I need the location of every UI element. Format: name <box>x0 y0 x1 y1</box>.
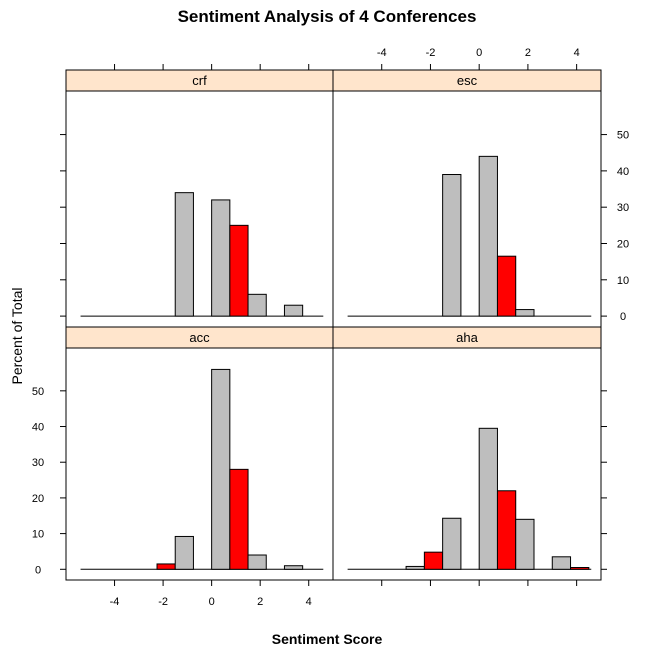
x-tick-label-acc-3: 2 <box>257 596 263 608</box>
y-axis-title: Percent of Total <box>9 287 25 384</box>
bar-esc-3 <box>515 309 535 317</box>
x-tick-label-esc-4: 4 <box>574 47 580 59</box>
y-tick-label-esc-1: 10 <box>617 275 629 287</box>
chart-title: Sentiment Analysis of 4 Conferences <box>178 7 477 26</box>
y-tick-label-acc-0: 0 <box>35 564 41 576</box>
panel-border-esc <box>332 90 602 328</box>
x-tick-label-esc-1: -2 <box>426 47 436 59</box>
bar-acc-2 <box>211 368 231 570</box>
y-tick-label-esc-2: 20 <box>617 238 629 250</box>
bar-esc-2 <box>496 255 517 317</box>
bar-esc-0 <box>442 174 462 317</box>
x-tick-label-acc-4: 4 <box>306 596 312 608</box>
panel-crf: crf <box>60 64 334 328</box>
panel-border-crf <box>65 90 334 328</box>
strip-label-acc: acc <box>189 330 210 345</box>
bar-acc-3 <box>229 468 249 570</box>
bar-aha-3 <box>478 427 498 570</box>
bar-aha-6 <box>551 556 572 570</box>
bar-crf-3 <box>247 293 267 317</box>
bar-acc-0 <box>156 563 176 570</box>
y-tick-label-acc-2: 20 <box>32 493 44 505</box>
strip-label-crf: crf <box>192 73 207 88</box>
panel-border-aha <box>332 347 602 581</box>
x-tick-label-acc-2: 0 <box>209 596 215 608</box>
y-tick-label-esc-4: 40 <box>617 166 629 178</box>
panel-border-acc <box>65 347 334 581</box>
bar-aha-0 <box>405 565 425 570</box>
y-tick-label-acc-3: 30 <box>32 457 44 469</box>
bar-aha-1 <box>423 551 444 570</box>
x-tick-label-acc-0: -4 <box>110 596 120 608</box>
strip-label-esc: esc <box>457 73 478 88</box>
strip-label-aha: aha <box>456 330 478 345</box>
y-tick-label-acc-4: 40 <box>32 422 44 434</box>
x-tick-label-esc-3: 2 <box>525 47 531 59</box>
y-tick-label-esc-3: 30 <box>617 202 629 214</box>
y-tick-label-esc-0: 0 <box>620 311 626 323</box>
bar-aha-4 <box>496 490 517 570</box>
x-tick-label-esc-0: -4 <box>377 47 387 59</box>
bar-aha-7 <box>570 567 590 570</box>
bar-aha-5 <box>515 518 535 570</box>
x-axis-title: Sentiment Score <box>272 631 383 647</box>
y-tick-label-acc-5: 50 <box>32 386 44 398</box>
y-tick-label-esc-5: 50 <box>617 130 629 142</box>
bar-esc-1 <box>478 155 498 317</box>
bar-acc-1 <box>174 535 194 570</box>
bar-aha-2 <box>442 517 462 570</box>
x-tick-label-esc-2: 0 <box>476 47 482 59</box>
bar-acc-4 <box>247 554 267 570</box>
bar-crf-4 <box>283 304 304 317</box>
bar-acc-5 <box>283 565 304 570</box>
x-tick-label-acc-1: -2 <box>158 596 168 608</box>
bar-crf-2 <box>229 224 249 317</box>
bar-crf-1 <box>211 199 231 317</box>
panel-aha: aha <box>332 326 607 586</box>
y-tick-label-acc-1: 10 <box>32 529 44 541</box>
bar-crf-0 <box>174 192 194 317</box>
